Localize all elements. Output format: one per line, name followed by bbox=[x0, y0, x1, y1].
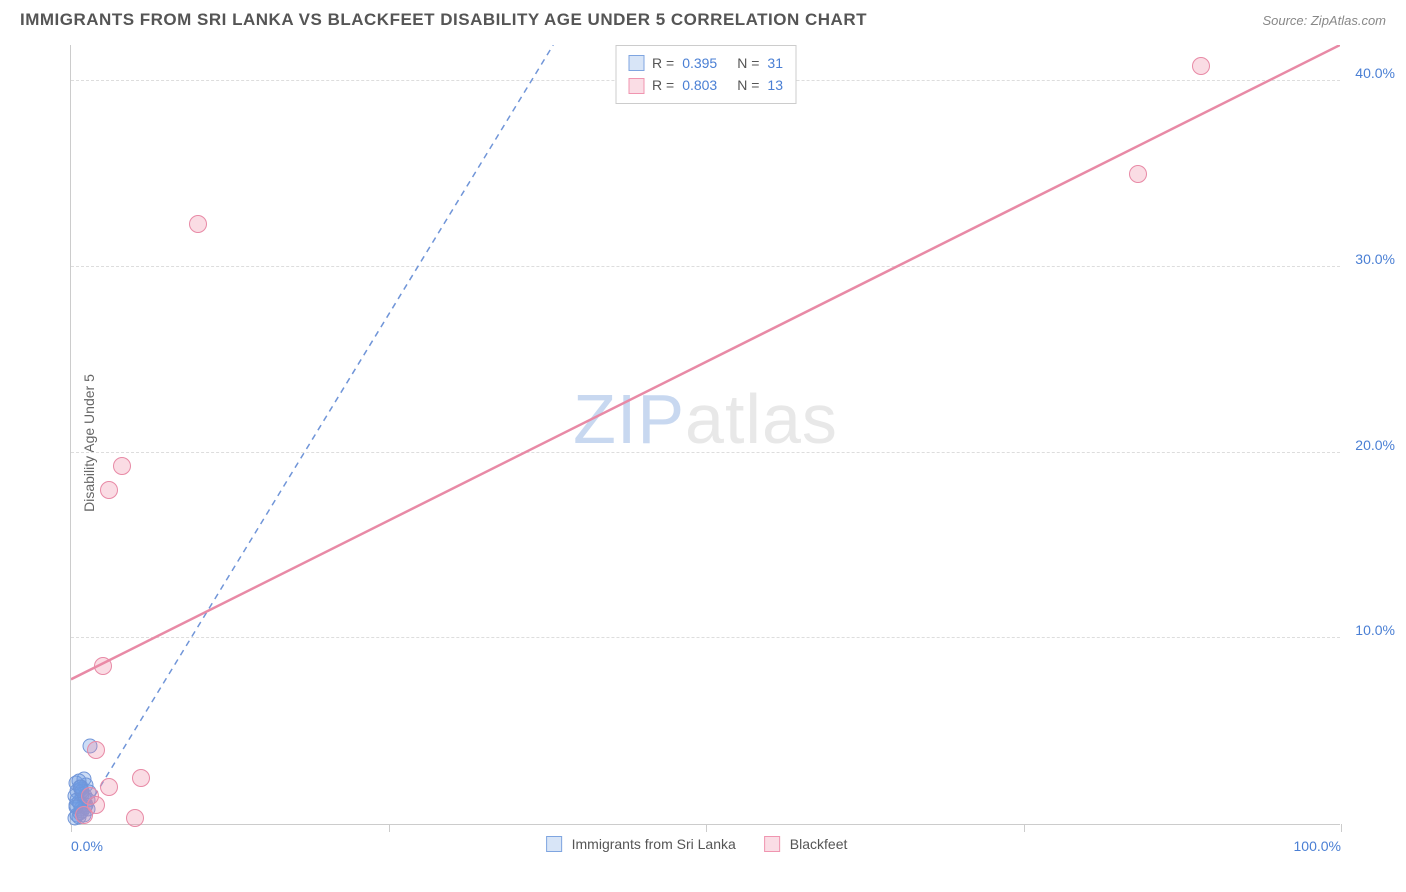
legend-n-label: N = bbox=[737, 52, 759, 74]
legend-r-value: 0.803 bbox=[682, 74, 717, 96]
legend-correlation-row-sri_lanka: R = 0.395 N = 31 bbox=[628, 52, 783, 74]
data-point-blackfeet bbox=[100, 481, 118, 499]
y-tick-label: 40.0% bbox=[1355, 65, 1395, 81]
data-point-blackfeet bbox=[1129, 165, 1147, 183]
legend-n-label: N = bbox=[737, 74, 759, 96]
legend-n-value: 13 bbox=[767, 74, 783, 96]
legend-r-label: R = bbox=[652, 52, 674, 74]
data-point-blackfeet bbox=[100, 778, 118, 796]
legend-r-value: 0.395 bbox=[682, 52, 717, 74]
legend-swatch-sri_lanka bbox=[546, 836, 562, 852]
data-point-blackfeet bbox=[126, 809, 144, 827]
trend-line-blackfeet bbox=[71, 45, 1340, 679]
data-point-blackfeet bbox=[87, 741, 105, 759]
data-point-blackfeet bbox=[1192, 57, 1210, 75]
data-point-blackfeet bbox=[113, 457, 131, 475]
legend-correlation-row-blackfeet: R = 0.803 N = 13 bbox=[628, 74, 783, 96]
data-point-blackfeet bbox=[132, 769, 150, 787]
legend-n-value: 31 bbox=[767, 52, 783, 74]
legend-series: Immigrants from Sri Lanka Blackfeet bbox=[546, 836, 866, 852]
trend-line-sri_lanka bbox=[77, 45, 553, 824]
x-tick-label: 100.0% bbox=[1294, 838, 1341, 854]
legend-swatch-blackfeet bbox=[764, 836, 780, 852]
y-tick-label: 20.0% bbox=[1355, 437, 1395, 453]
x-tick-label: 0.0% bbox=[71, 838, 103, 854]
y-tick-label: 10.0% bbox=[1355, 622, 1395, 638]
legend-swatch-blackfeet bbox=[628, 78, 644, 94]
legend-swatch-sri_lanka bbox=[628, 55, 644, 71]
legend-label-blackfeet: Blackfeet bbox=[790, 836, 848, 852]
x-tick bbox=[706, 824, 707, 832]
x-tick bbox=[1024, 824, 1025, 832]
data-point-blackfeet bbox=[189, 215, 207, 233]
legend-label-sri_lanka: Immigrants from Sri Lanka bbox=[572, 836, 736, 852]
data-point-blackfeet bbox=[94, 657, 112, 675]
source-label: Source: ZipAtlas.com bbox=[1262, 13, 1386, 28]
chart-title: IMMIGRANTS FROM SRI LANKA VS BLACKFEET D… bbox=[20, 10, 867, 30]
plot-area: ZIPatlas R = 0.395 N = 31 R = 0.803 N = … bbox=[70, 45, 1340, 825]
x-tick bbox=[389, 824, 390, 832]
legend-r-label: R = bbox=[652, 74, 674, 96]
data-point-blackfeet bbox=[81, 787, 99, 805]
x-tick bbox=[1341, 824, 1342, 832]
y-tick-label: 30.0% bbox=[1355, 251, 1395, 267]
chart-container: Disability Age Under 5 ZIPatlas R = 0.39… bbox=[50, 45, 1390, 840]
trend-lines bbox=[71, 45, 1340, 824]
legend-correlation: R = 0.395 N = 31 R = 0.803 N = 13 bbox=[615, 45, 796, 104]
